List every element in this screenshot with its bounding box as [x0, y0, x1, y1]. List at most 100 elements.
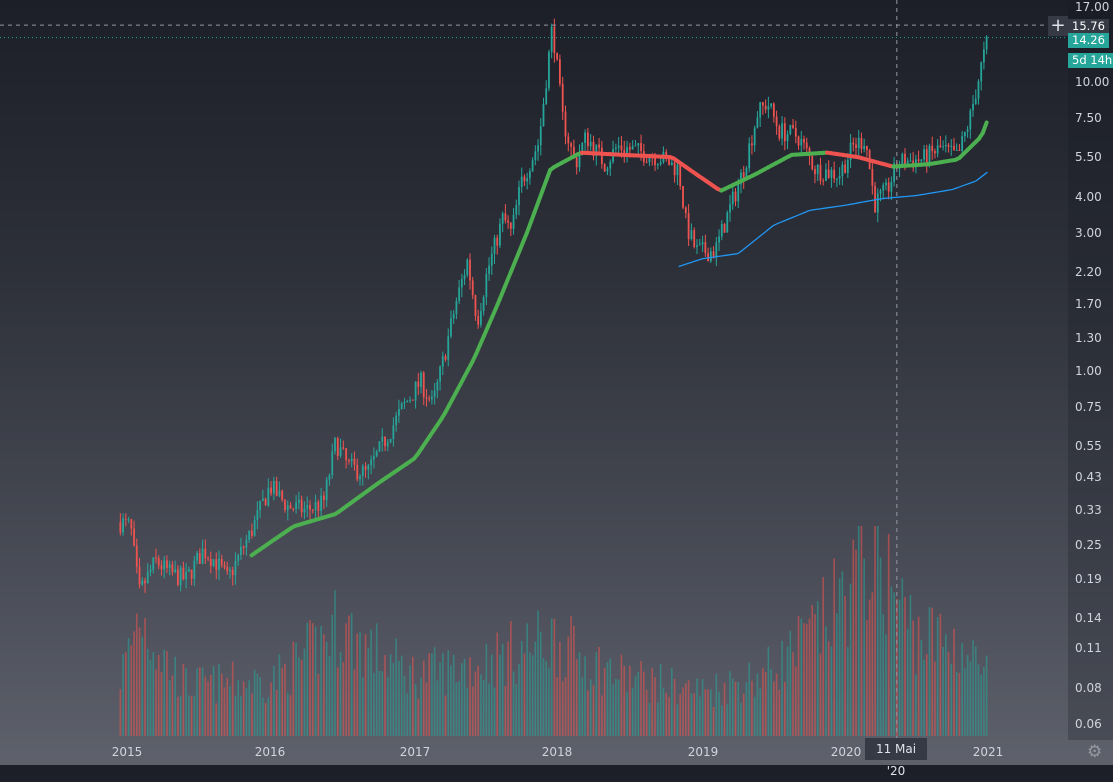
- candle: [562, 77, 564, 120]
- volume-bar: [540, 632, 542, 736]
- volume-bar: [937, 617, 939, 736]
- candle: [315, 495, 317, 520]
- volume-bar: [428, 653, 430, 736]
- volume-bar: [194, 696, 196, 736]
- candle: [604, 163, 606, 172]
- volume-bar: [507, 642, 509, 736]
- candle: [980, 61, 982, 90]
- candle: [237, 554, 239, 566]
- volume-bar: [562, 681, 564, 736]
- volume-bar: [556, 677, 558, 736]
- volume-bar: [477, 666, 479, 736]
- candle: [267, 479, 269, 508]
- volume-bar: [155, 670, 157, 736]
- candle: [447, 328, 449, 366]
- volume-bar: [144, 618, 146, 736]
- candle: [778, 124, 780, 141]
- candle: [626, 141, 628, 163]
- volume-bar: [491, 655, 493, 736]
- volume-bar: [751, 681, 753, 736]
- candle: [800, 131, 802, 155]
- candle: [191, 570, 193, 586]
- volume-bar: [705, 689, 707, 736]
- volume-bar: [828, 641, 830, 736]
- candle: [507, 215, 509, 229]
- volume-bar: [629, 666, 631, 736]
- volume-bar: [475, 672, 477, 736]
- candle: [612, 141, 614, 164]
- candle: [491, 246, 493, 274]
- last-price-tag: 15.76: [1068, 19, 1109, 34]
- candle: [570, 142, 572, 157]
- candle: [150, 565, 152, 576]
- volume-bar: [754, 697, 756, 736]
- volume-bar: [122, 654, 124, 736]
- volume-bar: [986, 656, 988, 736]
- volume-bar: [226, 678, 228, 736]
- candle: [226, 562, 228, 575]
- volume-bar: [729, 671, 731, 736]
- candle: [948, 143, 950, 153]
- volume-bar: [494, 688, 496, 736]
- candle: [287, 500, 289, 520]
- candle: [431, 390, 433, 404]
- gear-icon[interactable]: ⚙: [1087, 742, 1102, 762]
- volume-bar: [850, 584, 852, 736]
- volume-bar: [412, 657, 414, 736]
- candle: [504, 204, 506, 223]
- candle: [166, 555, 168, 573]
- volume-bar: [442, 653, 444, 736]
- volume-bar: [166, 651, 168, 736]
- candle: [329, 473, 331, 485]
- volume-bar: [158, 655, 160, 736]
- candle: [417, 373, 419, 395]
- candle: [373, 447, 375, 468]
- candle: [480, 303, 482, 328]
- candle: [814, 166, 816, 184]
- candle: [458, 280, 460, 304]
- volume-bar: [820, 654, 822, 736]
- volume-bar: [348, 616, 350, 736]
- candle: [609, 159, 611, 176]
- price-chart[interactable]: [0, 0, 1113, 765]
- candle: [556, 52, 558, 61]
- volume-bar: [404, 676, 406, 736]
- volume-bar: [315, 627, 317, 736]
- volume-bar: [334, 590, 336, 736]
- candle: [679, 163, 681, 190]
- volume-bar: [384, 655, 386, 736]
- candle: [180, 565, 182, 591]
- plus-icon[interactable]: +: [1048, 16, 1068, 36]
- volume-bar: [888, 534, 890, 736]
- candle: [882, 183, 884, 200]
- volume-bar: [817, 601, 819, 736]
- candle: [204, 539, 206, 564]
- volume-bar: [809, 619, 811, 736]
- candle: [494, 235, 496, 264]
- candle: [365, 462, 367, 478]
- volume-bar: [743, 694, 745, 736]
- volume-bar: [229, 686, 231, 736]
- volume-bar: [651, 668, 653, 736]
- volume-bar: [251, 694, 253, 736]
- volume-bar: [773, 682, 775, 736]
- volume-bar: [842, 571, 844, 736]
- volume-bar: [964, 668, 966, 736]
- volume-bar: [270, 682, 272, 736]
- volume-bar: [800, 619, 802, 736]
- candle: [122, 513, 124, 535]
- volume-bar: [814, 614, 816, 736]
- volume-bar: [792, 652, 794, 736]
- volume-bar: [980, 675, 982, 736]
- volume-bar: [833, 558, 835, 736]
- volume-bar: [224, 687, 226, 736]
- current-price-tag: 14.26: [1068, 33, 1109, 48]
- candle: [726, 211, 728, 233]
- candle: [953, 138, 955, 151]
- volume-bar: [668, 697, 670, 736]
- volume-bar: [401, 656, 403, 736]
- volume-bar: [120, 689, 122, 736]
- volume-bar: [345, 623, 347, 736]
- candle: [485, 268, 487, 305]
- volume-bar: [293, 642, 295, 736]
